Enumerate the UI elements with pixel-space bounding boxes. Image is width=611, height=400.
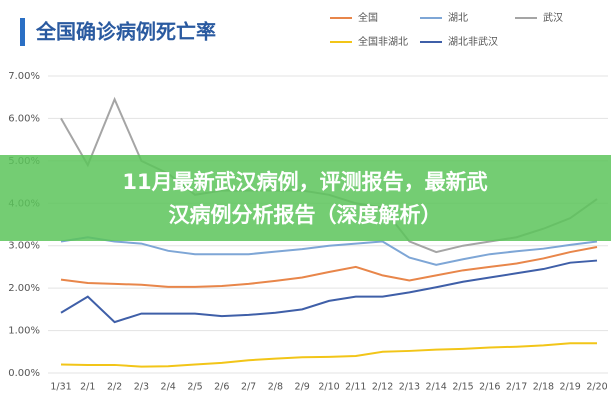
legend-label: 湖北 [448, 12, 468, 24]
x-tick-label: 2/10 [318, 382, 339, 393]
series-line [60, 259, 598, 324]
banner-text: 11月最新武汉病例，评测报告，最新武 [122, 170, 487, 194]
series-line [60, 342, 597, 368]
y-tick-label: 0.00% [8, 368, 40, 379]
x-tick-label: 2/13 [399, 382, 420, 393]
series-line [60, 246, 598, 288]
banner-text: 汉病例分析报告（深度解析） [169, 203, 442, 227]
legend-label: 全国非湖北 [358, 35, 408, 48]
legend-label: 湖北非武汉 [448, 35, 498, 48]
x-tick-label: 2/3 [134, 382, 149, 393]
x-tick-label: 2/8 [268, 382, 283, 393]
x-tick-label: 2/4 [161, 382, 176, 393]
x-tick-label: 2/1 [80, 382, 95, 393]
x-tick-label: 2/11 [345, 382, 366, 393]
x-tick-label: 2/7 [241, 382, 256, 393]
y-tick-label: 7.00% [8, 71, 40, 82]
x-tick-label: 2/20 [586, 382, 607, 393]
x-tick-label: 2/12 [372, 382, 393, 393]
x-tick-label: 2/9 [295, 382, 310, 393]
banner [0, 155, 611, 241]
y-tick-label: 3.00% [8, 241, 40, 252]
y-tick-label: 1.00% [8, 326, 40, 337]
x-tick-label: 1/31 [50, 382, 71, 393]
x-tick-label: 2/18 [533, 382, 554, 393]
x-tick-label: 2/14 [426, 382, 447, 393]
x-tick-label: 2/17 [506, 382, 527, 393]
series-line [60, 236, 598, 266]
y-tick-label: 6.00% [8, 113, 40, 124]
x-tick-label: 2/2 [107, 382, 122, 393]
x-tick-label: 2/16 [479, 382, 500, 393]
chart-title: 全国确诊病例死亡率 [35, 20, 216, 44]
y-tick-label: 2.00% [8, 283, 40, 294]
x-tick-label: 2/6 [214, 382, 229, 393]
x-tick-label: 2/19 [560, 382, 581, 393]
title-bar [20, 18, 25, 46]
x-tick-label: 2/15 [452, 382, 473, 393]
legend-label: 全国 [358, 11, 378, 24]
x-tick-label: 2/5 [187, 382, 202, 393]
legend-label: 武汉 [543, 11, 563, 24]
